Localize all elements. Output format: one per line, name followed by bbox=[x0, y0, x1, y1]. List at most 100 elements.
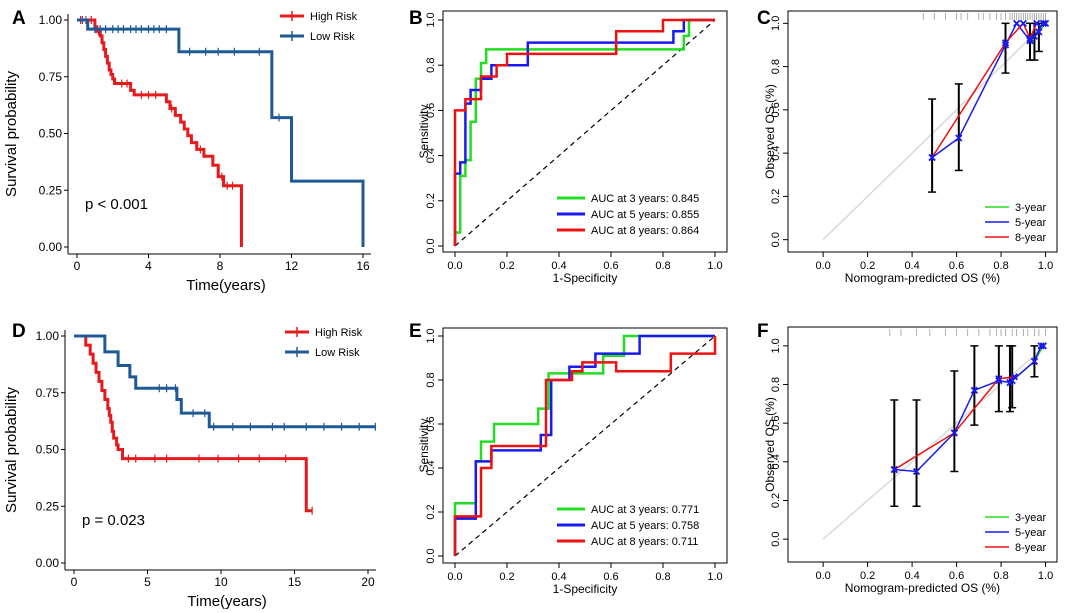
y-tick-label: 0.8 bbox=[425, 58, 437, 73]
calibration-point bbox=[912, 467, 921, 476]
legend-label: AUC at 8 years: 0.864 bbox=[591, 225, 699, 237]
calibration-point bbox=[1010, 373, 1019, 381]
y-tick-label: 0.6 bbox=[425, 416, 437, 431]
x-tick-label: 0.0 bbox=[447, 571, 462, 583]
legend-label: 8-year bbox=[1015, 232, 1047, 244]
x-tick-label: 0.8 bbox=[655, 571, 670, 583]
legend-label: High Risk bbox=[310, 11, 358, 23]
calibration-point bbox=[1026, 34, 1034, 43]
x-tick-label: 0 bbox=[74, 259, 81, 273]
y-tick-label: 0.2 bbox=[770, 189, 782, 204]
roc-curve bbox=[453, 336, 717, 556]
y-tick-label: 1.0 bbox=[770, 16, 782, 31]
y-tick-label: 0.8 bbox=[770, 377, 782, 392]
legend-label: AUC at 5 years: 0.758 bbox=[591, 520, 699, 532]
x-tick-label: 0.2 bbox=[499, 571, 514, 583]
p-value-label: p < 0.001 bbox=[85, 196, 148, 213]
x-tick-label: 20 bbox=[361, 575, 375, 589]
y-tick-label: 0.25 bbox=[39, 183, 63, 197]
y-tick-label: 0.4 bbox=[770, 145, 782, 160]
calibration-point bbox=[970, 386, 979, 394]
diagonal-reference bbox=[454, 335, 716, 557]
panel-label: E bbox=[409, 321, 422, 342]
legend-label: AUC at 3 years: 0.771 bbox=[591, 504, 699, 516]
y-tick-label: 0.2 bbox=[425, 504, 437, 519]
calibration-point bbox=[1030, 357, 1039, 365]
y-tick-label: 0.0 bbox=[425, 548, 437, 563]
legend-label: High Risk bbox=[315, 327, 363, 339]
panel-a-km-plot: A 0 4 8 12 16 0.00 0.25 0.50 0.75 1.00 Time(years) S… bbox=[3, 8, 371, 294]
calibration-curve bbox=[931, 21, 1038, 158]
x-tick-label: 0.0 bbox=[447, 260, 462, 272]
y-tick-label: 0.0 bbox=[425, 238, 437, 253]
km-curve-high-risk bbox=[74, 334, 313, 513]
calibration-point bbox=[1039, 342, 1047, 350]
x-tick-label: 0.6 bbox=[949, 260, 964, 272]
legend-label: Low Risk bbox=[315, 347, 360, 359]
legend-label: 3-year bbox=[1015, 512, 1047, 524]
plot-frame bbox=[787, 10, 1058, 253]
calibration-point bbox=[955, 134, 963, 142]
y-tick-label: 0.0 bbox=[770, 232, 782, 247]
x-axis-title: Nomogram-predicted OS (%) bbox=[845, 581, 1000, 595]
y-axis-title: Survival probability bbox=[3, 71, 20, 197]
calibration-point bbox=[995, 375, 1003, 383]
x-tick-label: 0.2 bbox=[499, 260, 514, 272]
panel-f-calibration-plot: F 0.0 0.2 0.4 0.6 0.8 1.0 0.0 0.2 0.4 0.6 0.8 1.0 Nom… bbox=[757, 321, 1058, 595]
x-tick-label: 0.2 bbox=[860, 260, 875, 272]
x-tick-label: 0.8 bbox=[655, 260, 670, 272]
roc-curve bbox=[453, 334, 715, 556]
x-axis-title: Time(years) bbox=[187, 593, 266, 610]
calibration-point bbox=[1001, 39, 1010, 47]
x-tick-label: 8 bbox=[217, 259, 224, 273]
y-tick-label: 0.00 bbox=[39, 240, 63, 254]
panel-c-calibration-plot: C 0.0 0.2 0.4 0.6 0.8 1.0 0.0 0.2 0.4 0.6 0.8 1.0 Nom… bbox=[757, 8, 1058, 285]
x-axis-title: Time(years) bbox=[186, 277, 265, 294]
calibration-curve bbox=[894, 345, 1042, 473]
legend-label: 8-year bbox=[1015, 542, 1047, 554]
x-tick-label: 5 bbox=[144, 575, 151, 589]
y-axis-title: Sensitivity bbox=[417, 418, 431, 472]
y-tick-label: 0.4 bbox=[425, 460, 437, 475]
x-tick-label: 0.0 bbox=[815, 260, 830, 272]
x-tick-label: 0.6 bbox=[603, 571, 618, 583]
legend-label: 3-year bbox=[1015, 202, 1047, 214]
x-tick-label: 4 bbox=[145, 259, 152, 273]
x-tick-label: 0.0 bbox=[815, 570, 830, 582]
y-tick-label: 0.2 bbox=[770, 493, 782, 508]
panel-label: C bbox=[757, 8, 771, 29]
y-tick-label: 1.0 bbox=[425, 12, 437, 27]
y-tick-label: 1.0 bbox=[770, 338, 782, 353]
calibration-point bbox=[1019, 19, 1027, 27]
km-curve-high-risk bbox=[77, 18, 243, 247]
panel-label: D bbox=[12, 321, 26, 342]
calibration-point bbox=[1006, 378, 1014, 387]
y-tick-label: 0.8 bbox=[425, 372, 437, 387]
x-tick-label: 0.8 bbox=[993, 570, 1008, 582]
panel-label: B bbox=[409, 8, 423, 29]
x-tick-label: 0.6 bbox=[603, 260, 618, 272]
x-tick-label: 0.4 bbox=[551, 571, 566, 583]
legend-label: Low Risk bbox=[310, 31, 355, 43]
y-tick-label: 0.0 bbox=[770, 531, 782, 546]
calibration-curve bbox=[893, 376, 1015, 471]
legend-label: 5-year bbox=[1015, 527, 1047, 539]
legend-label: AUC at 5 years: 0.855 bbox=[591, 209, 699, 221]
y-tick-label: 0.8 bbox=[770, 59, 782, 74]
y-tick-label: 0.75 bbox=[36, 386, 60, 400]
roc-curve bbox=[453, 18, 715, 246]
x-tick-label: 0.2 bbox=[860, 570, 875, 582]
x-tick-label: 0 bbox=[71, 575, 78, 589]
panel-label: F bbox=[757, 321, 769, 342]
roc-curve bbox=[453, 18, 715, 246]
ideal-calibration-line bbox=[822, 22, 1047, 241]
calibration-point bbox=[928, 153, 936, 162]
calibration-point bbox=[1013, 19, 1021, 27]
x-tick-label: 1.0 bbox=[707, 571, 722, 583]
y-tick-label: 0.4 bbox=[770, 454, 782, 469]
y-axis-title: Sensitivity bbox=[417, 104, 431, 158]
y-tick-label: 0.6 bbox=[770, 416, 782, 431]
y-tick-label: 1.00 bbox=[36, 329, 60, 343]
y-tick-label: 0.00 bbox=[36, 556, 60, 570]
calibration-curve bbox=[931, 21, 1044, 159]
